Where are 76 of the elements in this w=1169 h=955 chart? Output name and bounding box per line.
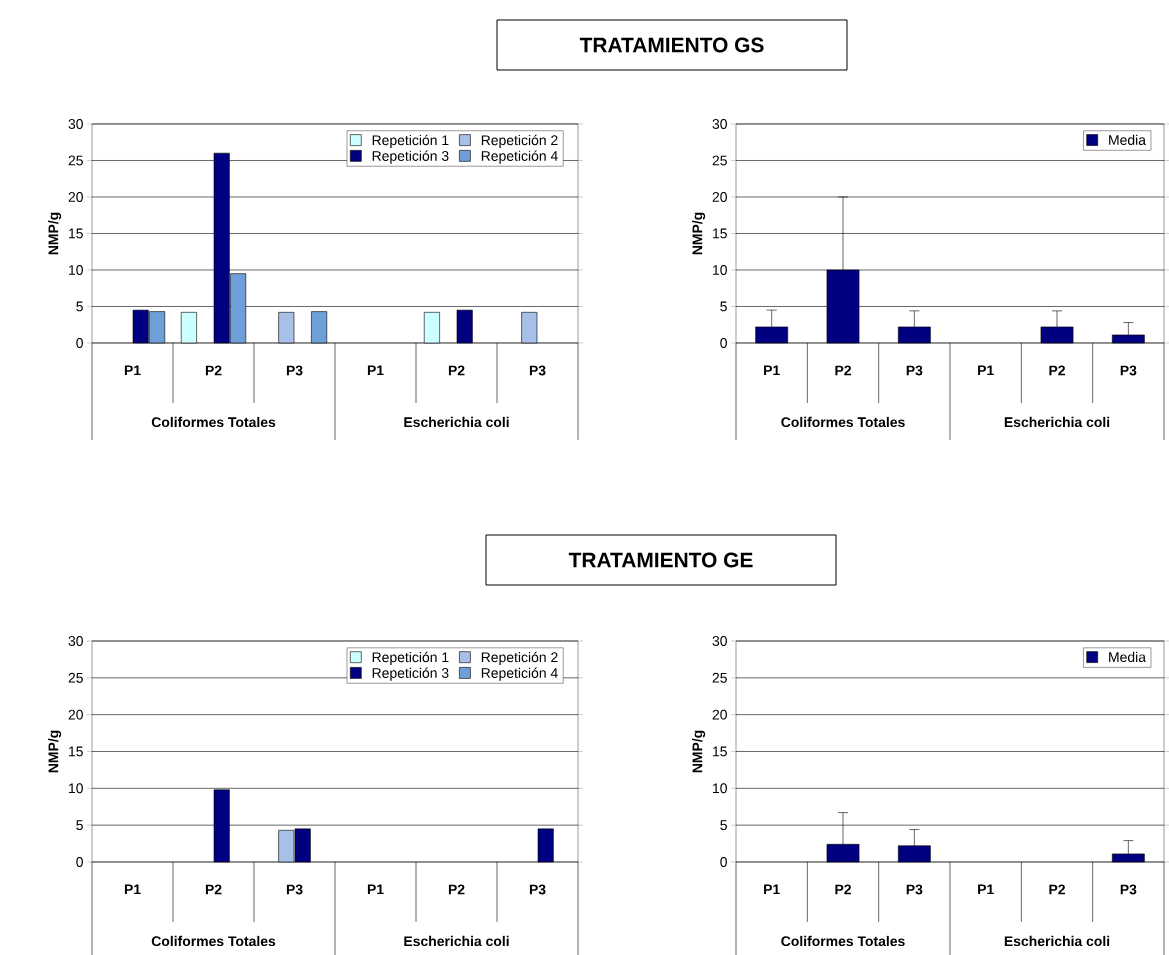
y-axis-title: NMP/g: [48, 212, 62, 255]
legend-label: Repetición 4: [481, 150, 558, 164]
legend-label: Repetición 3: [372, 150, 449, 164]
y-axis-title: NMP/g: [48, 730, 62, 773]
y-tick-label: 25: [712, 672, 727, 683]
y-tick-label: 15: [69, 228, 83, 239]
x-tick-label: P1: [978, 884, 994, 895]
x-tick-label: P3: [1120, 365, 1137, 376]
y-tick-label: 30: [68, 636, 83, 646]
text: Coliformes Totales: [781, 935, 905, 947]
legend-label: Media: [1109, 134, 1146, 145]
text: Escherichia coli: [404, 935, 509, 947]
x-tick-label: P1: [978, 365, 994, 376]
y-tick-label: 20: [712, 192, 727, 202]
text: Coliformes Totales: [151, 416, 276, 428]
legend-label: Repetición 1: [372, 651, 449, 665]
y-tick-label: 0: [76, 857, 83, 867]
x-tick-label: P2: [1049, 884, 1065, 895]
y-tick-label: 0: [76, 338, 83, 348]
y-tick-label: 30: [712, 636, 727, 646]
text: Escherichia coli: [404, 416, 509, 428]
chart-title: TRATAMIENTO GE: [568, 552, 753, 568]
y-axis-title: NMP/g: [692, 212, 706, 255]
text: Escherichia coli: [1004, 935, 1110, 947]
x-tick-label: P2: [205, 365, 222, 376]
y-tick-label: 25: [68, 155, 83, 166]
y-tick-label: 10: [713, 265, 727, 275]
x-tick-label: P3: [906, 884, 923, 895]
x-tick-label: P1: [124, 365, 141, 376]
x-tick-label: P2: [1049, 365, 1065, 376]
y-tick-label: 25: [712, 155, 727, 166]
y-tick-label: 15: [713, 746, 727, 757]
x-tick-label: P1: [367, 884, 384, 895]
x-tick-label: P2: [835, 365, 851, 376]
legend-label: Media: [1109, 651, 1146, 663]
x-tick-label: P3: [286, 365, 303, 376]
text: Escherichia coli: [1004, 416, 1110, 428]
y-tick-label: 5: [720, 820, 727, 831]
x-tick-label: P3: [1120, 884, 1137, 895]
x-tick-label: P1: [367, 365, 384, 376]
y-tick-label: 5: [76, 820, 83, 831]
y-tick-label: 15: [69, 746, 83, 757]
y-axis-title: NMP/g: [692, 730, 706, 773]
y-tick-label: 5: [720, 301, 727, 312]
legend-label: Repetición 2: [481, 651, 558, 665]
y-tick-label: 0: [720, 857, 727, 867]
legend-label: Repetición 4: [481, 667, 558, 681]
y-tick-label: 0: [720, 338, 727, 348]
legend-label: Repetición 2: [481, 134, 558, 148]
x-tick-label: P1: [764, 365, 780, 376]
chart-title: TRATAMIENTO GS: [579, 37, 764, 53]
y-tick-label: 10: [713, 783, 727, 794]
y-tick-label: 5: [76, 301, 83, 312]
text: Coliformes Totales: [781, 416, 905, 428]
x-tick-label: P3: [529, 365, 546, 376]
x-tick-label: P3: [286, 884, 303, 895]
y-tick-label: 10: [69, 783, 83, 794]
text: Coliformes Totales: [151, 935, 276, 947]
y-tick-label: 30: [712, 119, 727, 129]
y-tick-label: 20: [68, 709, 83, 720]
x-tick-label: P1: [764, 884, 780, 895]
x-tick-label: P2: [835, 884, 851, 895]
y-tick-label: 10: [69, 265, 83, 275]
x-tick-label: P3: [529, 884, 546, 895]
x-tick-label: P2: [448, 884, 465, 895]
y-tick-label: 25: [68, 672, 83, 683]
y-tick-label: 30: [68, 119, 83, 129]
legend-label: Repetición 1: [372, 134, 449, 148]
y-tick-label: 15: [713, 228, 727, 239]
y-tick-label: 20: [68, 192, 83, 202]
x-tick-label: P2: [448, 365, 465, 376]
legend-label: Repetición 3: [372, 667, 449, 681]
x-tick-label: P1: [124, 884, 141, 895]
x-tick-label: P3: [906, 365, 923, 376]
y-tick-label: 20: [712, 709, 727, 720]
x-tick-label: P2: [205, 884, 222, 895]
